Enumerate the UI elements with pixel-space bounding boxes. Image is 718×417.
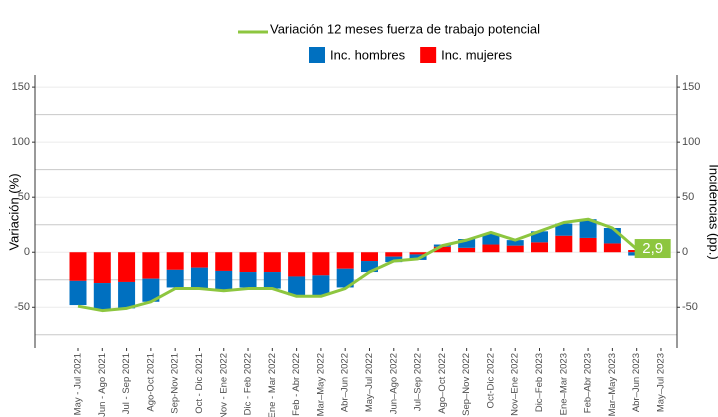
bar xyxy=(360,261,378,273)
y-tick-label: 0 xyxy=(24,246,30,258)
bar xyxy=(482,233,500,245)
bar xyxy=(93,252,111,284)
y2-tick-label: 150 xyxy=(682,81,700,93)
bar xyxy=(142,278,160,302)
bar xyxy=(118,252,136,282)
x-tick-label: May–Jul 2022 xyxy=(364,353,375,412)
x-tick-label: Sep–Nov 2022 xyxy=(461,353,472,416)
bar xyxy=(239,272,257,288)
legend-label: Inc. hombres xyxy=(330,47,406,62)
bar xyxy=(482,244,500,253)
bar xyxy=(69,252,87,281)
bar xyxy=(555,235,573,253)
y2-tick-label: 50 xyxy=(682,191,694,203)
bar xyxy=(385,256,403,263)
x-tick-label: Ene–Mar 2023 xyxy=(558,353,569,415)
x-tick-label: May - Jul 2021 xyxy=(73,353,84,415)
bar xyxy=(263,252,281,273)
bar xyxy=(458,247,476,253)
legend-swatch xyxy=(420,47,437,63)
bar xyxy=(312,275,330,296)
bar xyxy=(506,240,524,246)
x-tick-label: Jul–Sep 2022 xyxy=(413,353,424,411)
bar xyxy=(166,269,184,288)
x-tick-label: Nov–Ene 2022 xyxy=(510,353,521,416)
bar xyxy=(93,283,111,310)
bar xyxy=(118,281,136,309)
x-tick-label: Nov - Ene 2022 xyxy=(218,353,229,417)
legend-swatch xyxy=(309,47,325,63)
bar xyxy=(385,252,403,257)
x-tick-label: Mar–May 2022 xyxy=(315,353,326,416)
bar xyxy=(239,252,257,273)
bar xyxy=(360,252,378,262)
x-tick-label: Abr–Jun 2022 xyxy=(340,353,351,412)
x-tick-label: May–Jul 2023 xyxy=(655,353,666,412)
y-axis-title: Variación (%) xyxy=(6,173,21,250)
x-tick-label: Ago-Oct 2021 xyxy=(145,353,156,412)
bar xyxy=(579,237,597,253)
x-tick-label: Jul - Sep 2021 xyxy=(121,353,132,414)
x-tick-label: Jun - Ago 2021 xyxy=(97,353,108,417)
bar xyxy=(142,252,160,279)
x-tick-label: Mar–May 2023 xyxy=(607,353,618,416)
bar xyxy=(603,243,621,253)
y-tick-label: 50 xyxy=(18,191,30,203)
bar xyxy=(288,276,306,296)
x-tick-label: Oct-Dic 2022 xyxy=(485,353,496,408)
bar xyxy=(190,252,208,268)
x-tick-label: Oct - Dic 2021 xyxy=(194,353,205,414)
y2-tick-label: -50 xyxy=(682,301,698,313)
bar xyxy=(603,228,621,244)
bar xyxy=(579,219,597,238)
x-tick-label: Abr–Jun 2023 xyxy=(631,353,642,412)
bar xyxy=(458,239,476,248)
value-label: 2,9 xyxy=(642,240,663,257)
value-label-box xyxy=(634,239,671,259)
y-tick-label: 150 xyxy=(12,81,30,93)
bar xyxy=(433,246,451,253)
bar xyxy=(409,252,427,255)
bar xyxy=(555,223,573,236)
y2-axis-title: Incidencias (pp.) xyxy=(707,164,718,259)
y-tick-label: 100 xyxy=(12,136,30,148)
bar xyxy=(215,270,233,290)
legend-label: Inc. mujeres xyxy=(441,47,512,62)
line xyxy=(77,217,638,313)
bar xyxy=(531,242,549,253)
x-tick-label: Feb–Abr 2023 xyxy=(583,353,594,413)
x-tick-label: Jun–Ago 2022 xyxy=(388,353,399,414)
legend-label: Variación 12 meses fuerza de trabajo pot… xyxy=(270,21,540,36)
bar xyxy=(336,268,354,288)
x-tick-label: Ago–Oct 2022 xyxy=(437,353,448,414)
bar xyxy=(69,280,87,306)
bar xyxy=(190,267,208,289)
bar xyxy=(263,272,281,289)
bar xyxy=(506,245,524,253)
bar xyxy=(336,252,354,269)
x-tick-label: Feb - Abr 2022 xyxy=(291,353,302,416)
bar xyxy=(166,252,184,270)
y2-tick-label: 0 xyxy=(682,246,688,258)
x-tick-label: Dic - Feb 2022 xyxy=(243,353,254,415)
x-tick-label: Dic–Feb 2023 xyxy=(534,353,545,412)
bar xyxy=(312,252,330,276)
y2-tick-label: 100 xyxy=(682,136,700,148)
x-tick-label: Sep-Nov 2021 xyxy=(170,353,181,414)
bar xyxy=(288,252,306,277)
bar xyxy=(215,252,233,271)
x-tick-label: Ene - Mar 2022 xyxy=(267,353,278,417)
bar xyxy=(531,231,549,243)
y-tick-label: -50 xyxy=(14,301,30,313)
